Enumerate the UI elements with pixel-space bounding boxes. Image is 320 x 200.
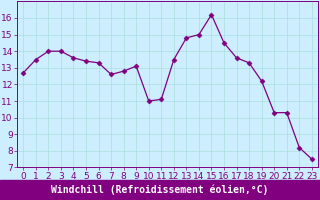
Text: Windchill (Refroidissement éolien,°C): Windchill (Refroidissement éolien,°C) xyxy=(51,185,269,195)
